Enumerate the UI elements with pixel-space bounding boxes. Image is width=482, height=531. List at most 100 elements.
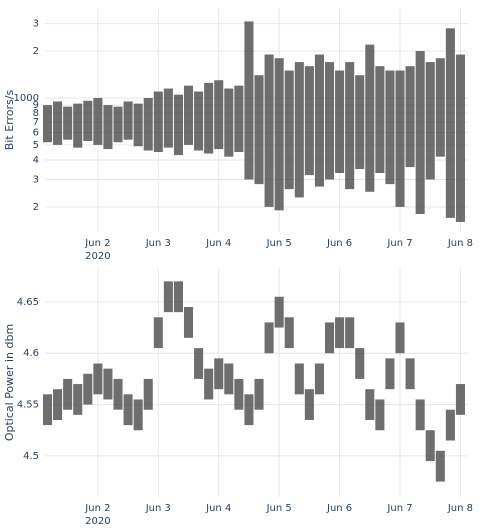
range-bar bbox=[73, 384, 83, 415]
range-bar bbox=[365, 389, 375, 420]
x-tick-label: Jun 5 bbox=[266, 503, 292, 514]
range-bar bbox=[324, 322, 335, 354]
range-bar bbox=[375, 66, 385, 174]
range-bar bbox=[173, 94, 183, 156]
range-bar bbox=[435, 58, 445, 157]
range-bar bbox=[435, 450, 445, 482]
x-tick-label: Jun 5 bbox=[266, 238, 292, 249]
range-bar bbox=[133, 103, 143, 147]
range-bar bbox=[83, 373, 93, 405]
range-bar bbox=[355, 75, 365, 170]
y-tick-label: 4.65 bbox=[17, 297, 39, 308]
range-bar bbox=[314, 363, 324, 395]
range-bar bbox=[93, 97, 103, 145]
x-year-label: 2020 bbox=[85, 516, 110, 527]
range-bar bbox=[53, 389, 63, 420]
range-bar bbox=[53, 101, 63, 145]
range-bar bbox=[294, 62, 304, 198]
y-tick-label: 5 bbox=[33, 140, 39, 151]
range-bar bbox=[335, 317, 345, 349]
y-tick-label: 4.55 bbox=[17, 400, 39, 411]
x-tick-label: Jun 7 bbox=[386, 503, 412, 514]
range-bar bbox=[214, 80, 224, 150]
range-bar bbox=[113, 106, 123, 143]
range-bar bbox=[133, 399, 143, 431]
range-bar bbox=[294, 363, 304, 395]
x-tick-label: Jun 3 bbox=[145, 503, 171, 514]
y-tick-label: 9 bbox=[33, 100, 39, 111]
range-bar bbox=[405, 66, 415, 168]
range-bar bbox=[42, 394, 53, 426]
x-tick-label: Jun 2 bbox=[84, 503, 110, 514]
range-bar bbox=[254, 378, 264, 410]
x-tick-label: Jun 6 bbox=[326, 238, 352, 249]
range-bar bbox=[123, 101, 133, 140]
range-bar bbox=[143, 378, 153, 410]
range-bar bbox=[214, 358, 224, 390]
range-bar bbox=[455, 54, 465, 222]
y-tick-label: 3 bbox=[33, 174, 39, 185]
range-bar bbox=[284, 70, 294, 190]
range-bar bbox=[395, 70, 405, 207]
x-tick-label: Jun 8 bbox=[447, 238, 473, 249]
range-bar bbox=[375, 399, 385, 431]
y-axis-title: Bit Errors/s bbox=[3, 90, 16, 151]
range-bar bbox=[63, 106, 73, 140]
range-bar bbox=[244, 21, 254, 180]
x-tick-label: Jun 3 bbox=[145, 238, 171, 249]
range-bar bbox=[73, 103, 83, 148]
y-tick-label: 4 bbox=[33, 155, 39, 166]
range-bar bbox=[183, 307, 194, 338]
range-bar bbox=[244, 394, 254, 426]
range-bar bbox=[153, 317, 163, 349]
y-tick-label: 1000 bbox=[14, 93, 39, 104]
range-bar bbox=[153, 91, 163, 153]
range-bar bbox=[163, 281, 173, 313]
range-bar bbox=[304, 66, 314, 176]
range-bar bbox=[445, 28, 455, 218]
x-tick-label: Jun 2 bbox=[84, 238, 110, 249]
range-bar bbox=[355, 348, 365, 379]
range-bar bbox=[224, 88, 234, 157]
y-tick-label: 4.6 bbox=[23, 348, 39, 359]
range-bar bbox=[42, 105, 53, 143]
range-bar bbox=[194, 348, 204, 379]
range-bar bbox=[254, 75, 264, 185]
y-tick-label: 2 bbox=[33, 46, 39, 57]
y-tick-label: 6 bbox=[33, 128, 39, 139]
y-tick-label: 3 bbox=[33, 19, 39, 30]
range-bar bbox=[395, 322, 405, 354]
range-bar bbox=[264, 54, 274, 207]
x-tick-label: Jun 8 bbox=[447, 503, 473, 514]
range-bar bbox=[284, 317, 294, 349]
range-bar bbox=[204, 82, 214, 154]
range-bar bbox=[163, 88, 173, 148]
x-tick-label: Jun 6 bbox=[326, 503, 352, 514]
y-tick-label: 7 bbox=[33, 117, 39, 128]
range-bar bbox=[405, 358, 415, 390]
range-bar bbox=[345, 62, 355, 190]
range-bar bbox=[324, 62, 335, 180]
range-bar bbox=[234, 85, 244, 153]
range-bar bbox=[425, 430, 435, 462]
range-bar bbox=[445, 409, 455, 441]
range-bar bbox=[83, 100, 93, 141]
range-bar bbox=[304, 389, 314, 420]
range-bar bbox=[123, 394, 133, 426]
y-tick-label: 2 bbox=[33, 202, 39, 213]
range-bar bbox=[234, 378, 244, 410]
range-bar bbox=[385, 70, 395, 185]
range-bar bbox=[113, 378, 123, 410]
range-bar bbox=[385, 358, 395, 390]
range-bar bbox=[173, 281, 183, 313]
range-bar bbox=[264, 322, 274, 354]
y-tick-label: 4.5 bbox=[23, 451, 39, 462]
x-tick-label: Jun 4 bbox=[205, 238, 231, 249]
range-bar bbox=[415, 51, 425, 215]
y-axis-title: Optical Power in dbm bbox=[3, 324, 16, 441]
range-bar bbox=[274, 58, 284, 211]
range-bar bbox=[93, 363, 103, 395]
range-bar bbox=[204, 368, 214, 400]
x-tick-label: Jun 4 bbox=[205, 503, 231, 514]
